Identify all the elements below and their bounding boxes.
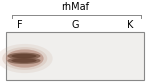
FancyBboxPatch shape — [6, 32, 144, 80]
Ellipse shape — [6, 49, 44, 68]
Ellipse shape — [11, 54, 37, 58]
Text: rhMaf: rhMaf — [61, 2, 89, 12]
Ellipse shape — [11, 58, 37, 63]
Text: K: K — [127, 20, 134, 30]
Text: F: F — [17, 20, 22, 30]
Ellipse shape — [2, 47, 47, 70]
Text: G: G — [71, 20, 79, 30]
Ellipse shape — [8, 57, 41, 64]
Ellipse shape — [0, 44, 53, 73]
Ellipse shape — [8, 53, 41, 60]
